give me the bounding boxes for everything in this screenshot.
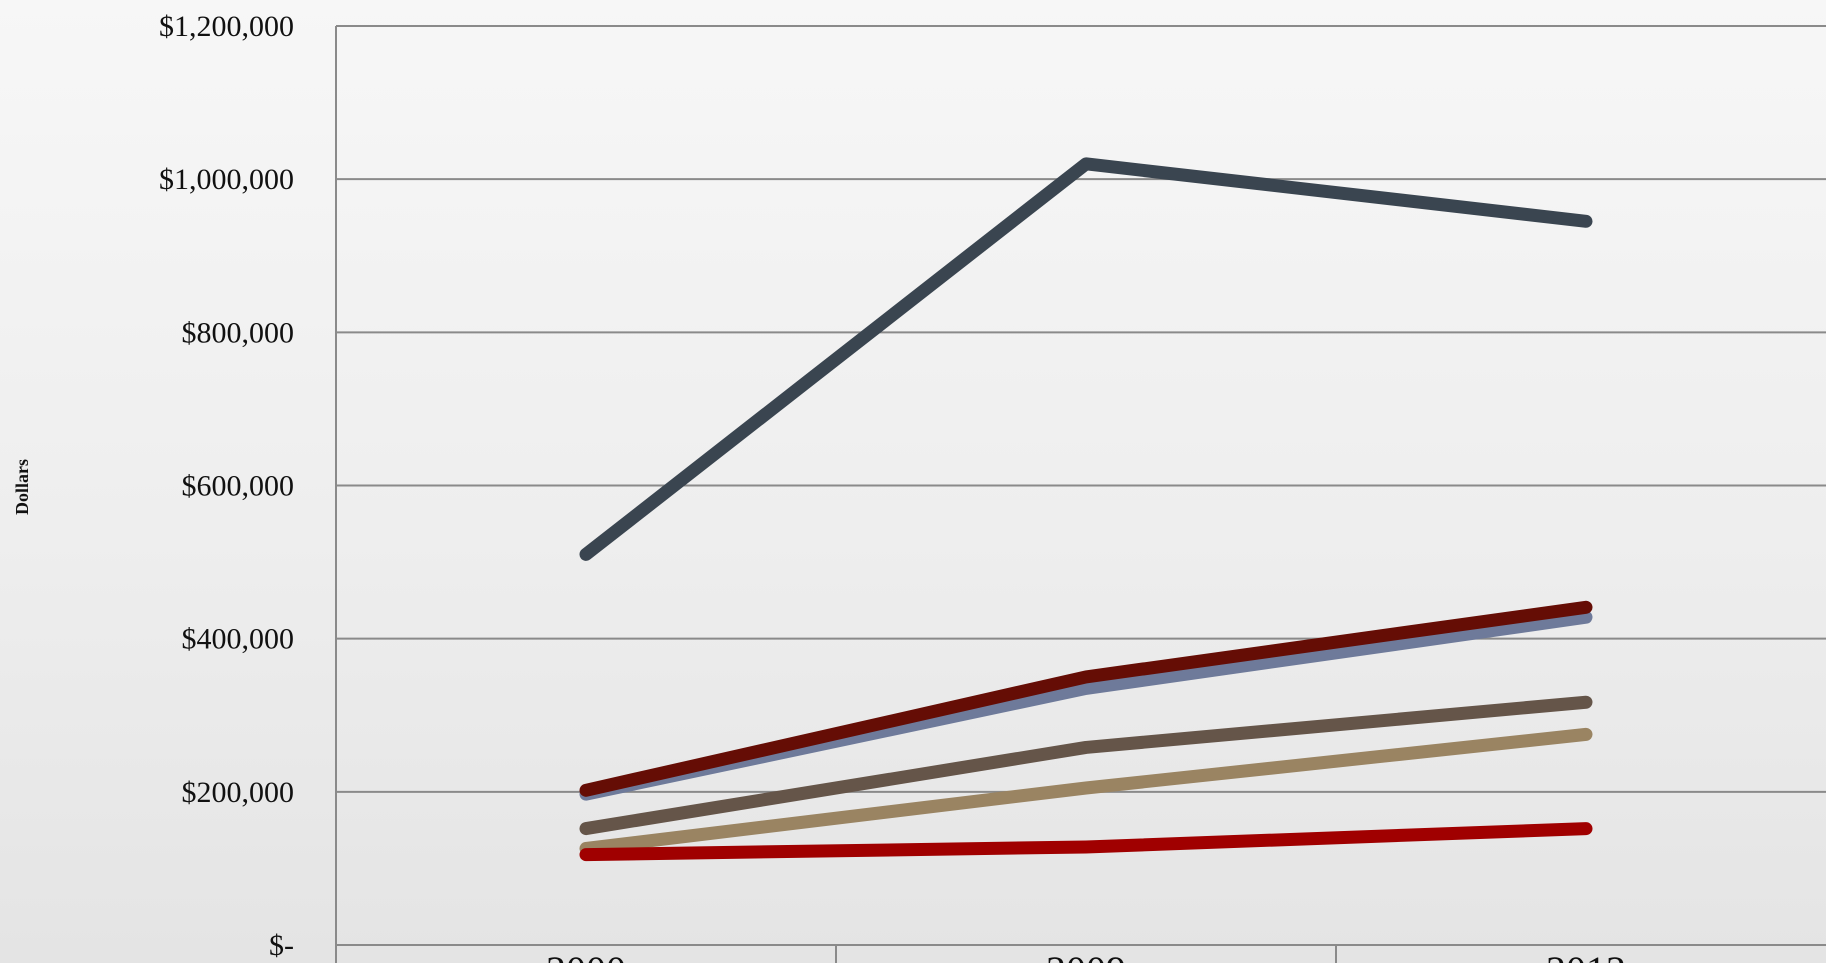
- series-line-1: [579, 157, 1593, 561]
- x-tick-label: 2012: [1546, 948, 1626, 963]
- y-tick-label: $800,000: [182, 316, 295, 349]
- series-line-3: [579, 600, 1593, 797]
- y-tick-label: $1,200,000: [159, 10, 294, 43]
- x-tick-label: 2009: [1046, 948, 1126, 963]
- y-tick-label: $200,000: [182, 776, 295, 809]
- y-tick-label: $1,000,000: [159, 163, 294, 196]
- series-line-2: [579, 610, 1593, 801]
- y-tick-label: $600,000: [182, 470, 295, 503]
- series-lines: [579, 157, 1593, 862]
- x-tick-label: 2000: [546, 948, 626, 963]
- x-tick-labels: 2000 2009 2012: [546, 948, 1626, 963]
- y-tick-labels: $- $200,000 $400,000 $600,000 $800,000 $1,000…: [159, 10, 294, 962]
- y-tick-label: $-: [269, 929, 294, 962]
- y-axis-title: Dollars: [12, 459, 32, 515]
- y-tick-label: $400,000: [182, 623, 295, 656]
